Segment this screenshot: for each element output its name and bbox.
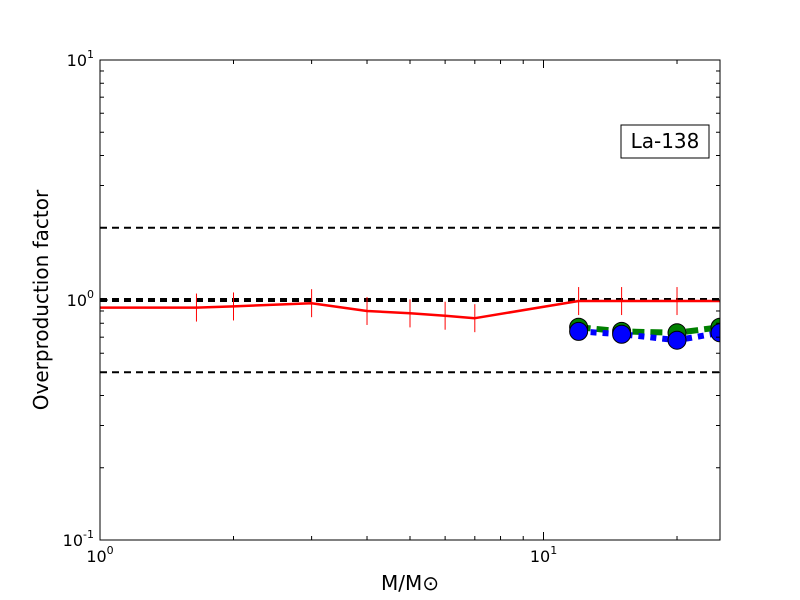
series-point: [667, 330, 687, 350]
y-tick-label: 10-1: [63, 528, 94, 550]
y-tick-label: 100: [67, 288, 94, 310]
series-point: [569, 321, 589, 341]
x-axis-label: M/M⊙: [381, 571, 439, 595]
annotation-label: La-138: [631, 129, 700, 153]
x-tick-label: 100: [86, 544, 113, 566]
series-0000ff: [569, 321, 720, 350]
plot-frame: [99, 59, 721, 541]
series-point: [612, 324, 632, 344]
annotation-box: La-138: [620, 124, 710, 159]
series-line: [100, 299, 720, 320]
y-tick-label: 101: [67, 48, 94, 70]
series-line: [578, 324, 720, 336]
series-line: [578, 328, 720, 344]
y-axis-label: Overproduction factor: [29, 189, 53, 410]
x-tick-label: 101: [530, 544, 557, 566]
series-ff0000: [100, 287, 720, 333]
